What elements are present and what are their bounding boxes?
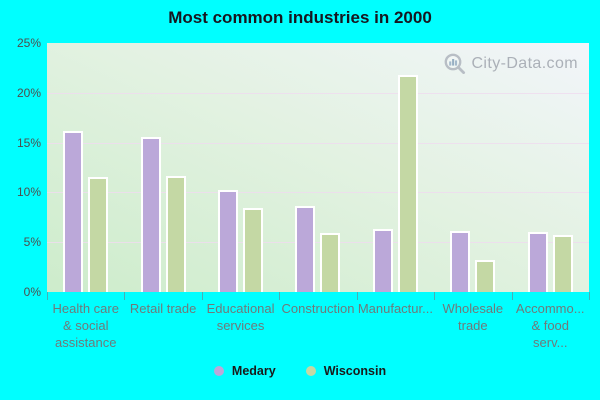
watermark-text: City-Data.com — [471, 55, 578, 72]
legend: Medary Wisconsin — [0, 364, 600, 378]
category-label-line: assistance — [55, 335, 117, 350]
legend-item-medary: Medary — [213, 364, 276, 378]
category-label: Educational services — [202, 300, 279, 351]
y-axis-tick-label: 20% — [16, 85, 41, 100]
gridline — [47, 92, 589, 94]
y-axis-tick-label: 25% — [16, 36, 41, 50]
category-label-line: Retail trade — [129, 301, 197, 316]
x-axis-tick-marks — [47, 292, 590, 300]
bar-group — [357, 43, 434, 292]
y-axis-tick-label: 15% — [16, 135, 41, 150]
bar-wisconsin — [243, 208, 264, 292]
bar-group — [279, 43, 356, 292]
x-axis-tick-mark — [201, 292, 203, 300]
category-label-line: & social — [62, 318, 109, 333]
x-axis-tick-mark — [47, 292, 48, 300]
bar-wisconsin — [320, 233, 341, 292]
bar-group — [202, 43, 279, 292]
bar-medary — [63, 130, 84, 292]
category-label: Manufactur... — [357, 300, 434, 351]
x-axis-tick-mark — [434, 292, 436, 300]
legend-label: Medary — [231, 364, 276, 378]
category-label-line: trade — [458, 318, 488, 333]
category-label: Health care & social assistance — [47, 300, 124, 351]
category-label: Accommo... & food serv... — [512, 300, 589, 351]
bar-wisconsin — [88, 177, 109, 292]
category-label: Retail trade — [124, 300, 201, 351]
x-axis-tick-mark — [511, 292, 513, 300]
bar-wisconsin — [397, 74, 418, 292]
x-axis-tick-mark — [279, 292, 281, 300]
category-label-line: Manufactur... — [357, 301, 433, 316]
y-axis-tick-label: 10% — [16, 185, 41, 200]
legend-item-wisconsin: Wisconsin — [305, 364, 387, 378]
bar-group — [47, 43, 124, 292]
category-label-line: Educational — [206, 301, 275, 316]
bar-medary — [527, 232, 548, 292]
bar-medary — [295, 206, 316, 292]
category-label-line: Health care — [52, 301, 119, 316]
category-label-line: Accommo... — [515, 301, 585, 316]
bar-medary — [218, 190, 239, 292]
x-axis-tick-mark — [124, 292, 126, 300]
category-label-line: & food serv... — [531, 318, 570, 350]
bar-wisconsin — [552, 235, 573, 292]
bar-medary — [372, 229, 393, 292]
category-label-line: Wholesale — [442, 301, 504, 316]
x-axis-tick-mark — [589, 292, 590, 300]
bar-groups — [47, 43, 589, 292]
gridline — [47, 142, 589, 144]
chart-title: Most common industries in 2000 — [168, 8, 432, 27]
legend-label: Wisconsin — [323, 364, 387, 378]
bar-medary — [140, 136, 161, 292]
y-axis-tick-label: 0% — [23, 285, 41, 299]
category-label: Wholesale trade — [434, 300, 511, 351]
x-axis-tick-mark — [356, 292, 358, 300]
watermark: City-Data.com — [443, 52, 578, 76]
plot-area: City-Data.com — [47, 43, 589, 292]
bar-group — [512, 43, 589, 292]
magnifier-bar-chart-icon — [445, 53, 466, 75]
bar-wisconsin — [165, 176, 186, 292]
x-axis-labels: Health care & social assistance Retail trad… — [47, 300, 589, 351]
bar-medary — [450, 231, 471, 292]
gridline — [47, 242, 589, 244]
bar-group — [124, 43, 201, 292]
category-label-line: services — [216, 318, 265, 333]
bar-wisconsin — [475, 260, 496, 292]
bar-group — [434, 43, 511, 292]
gridline — [47, 192, 589, 194]
category-label: Construction — [279, 300, 356, 351]
legend-dot-icon — [213, 366, 224, 376]
y-axis-tick-label: 5% — [23, 235, 41, 250]
y-axis-labels: 25% 20% 15% 10% 5% 0% — [0, 36, 41, 299]
legend-dot-icon — [305, 366, 316, 376]
category-label-line: Construction — [281, 301, 355, 316]
